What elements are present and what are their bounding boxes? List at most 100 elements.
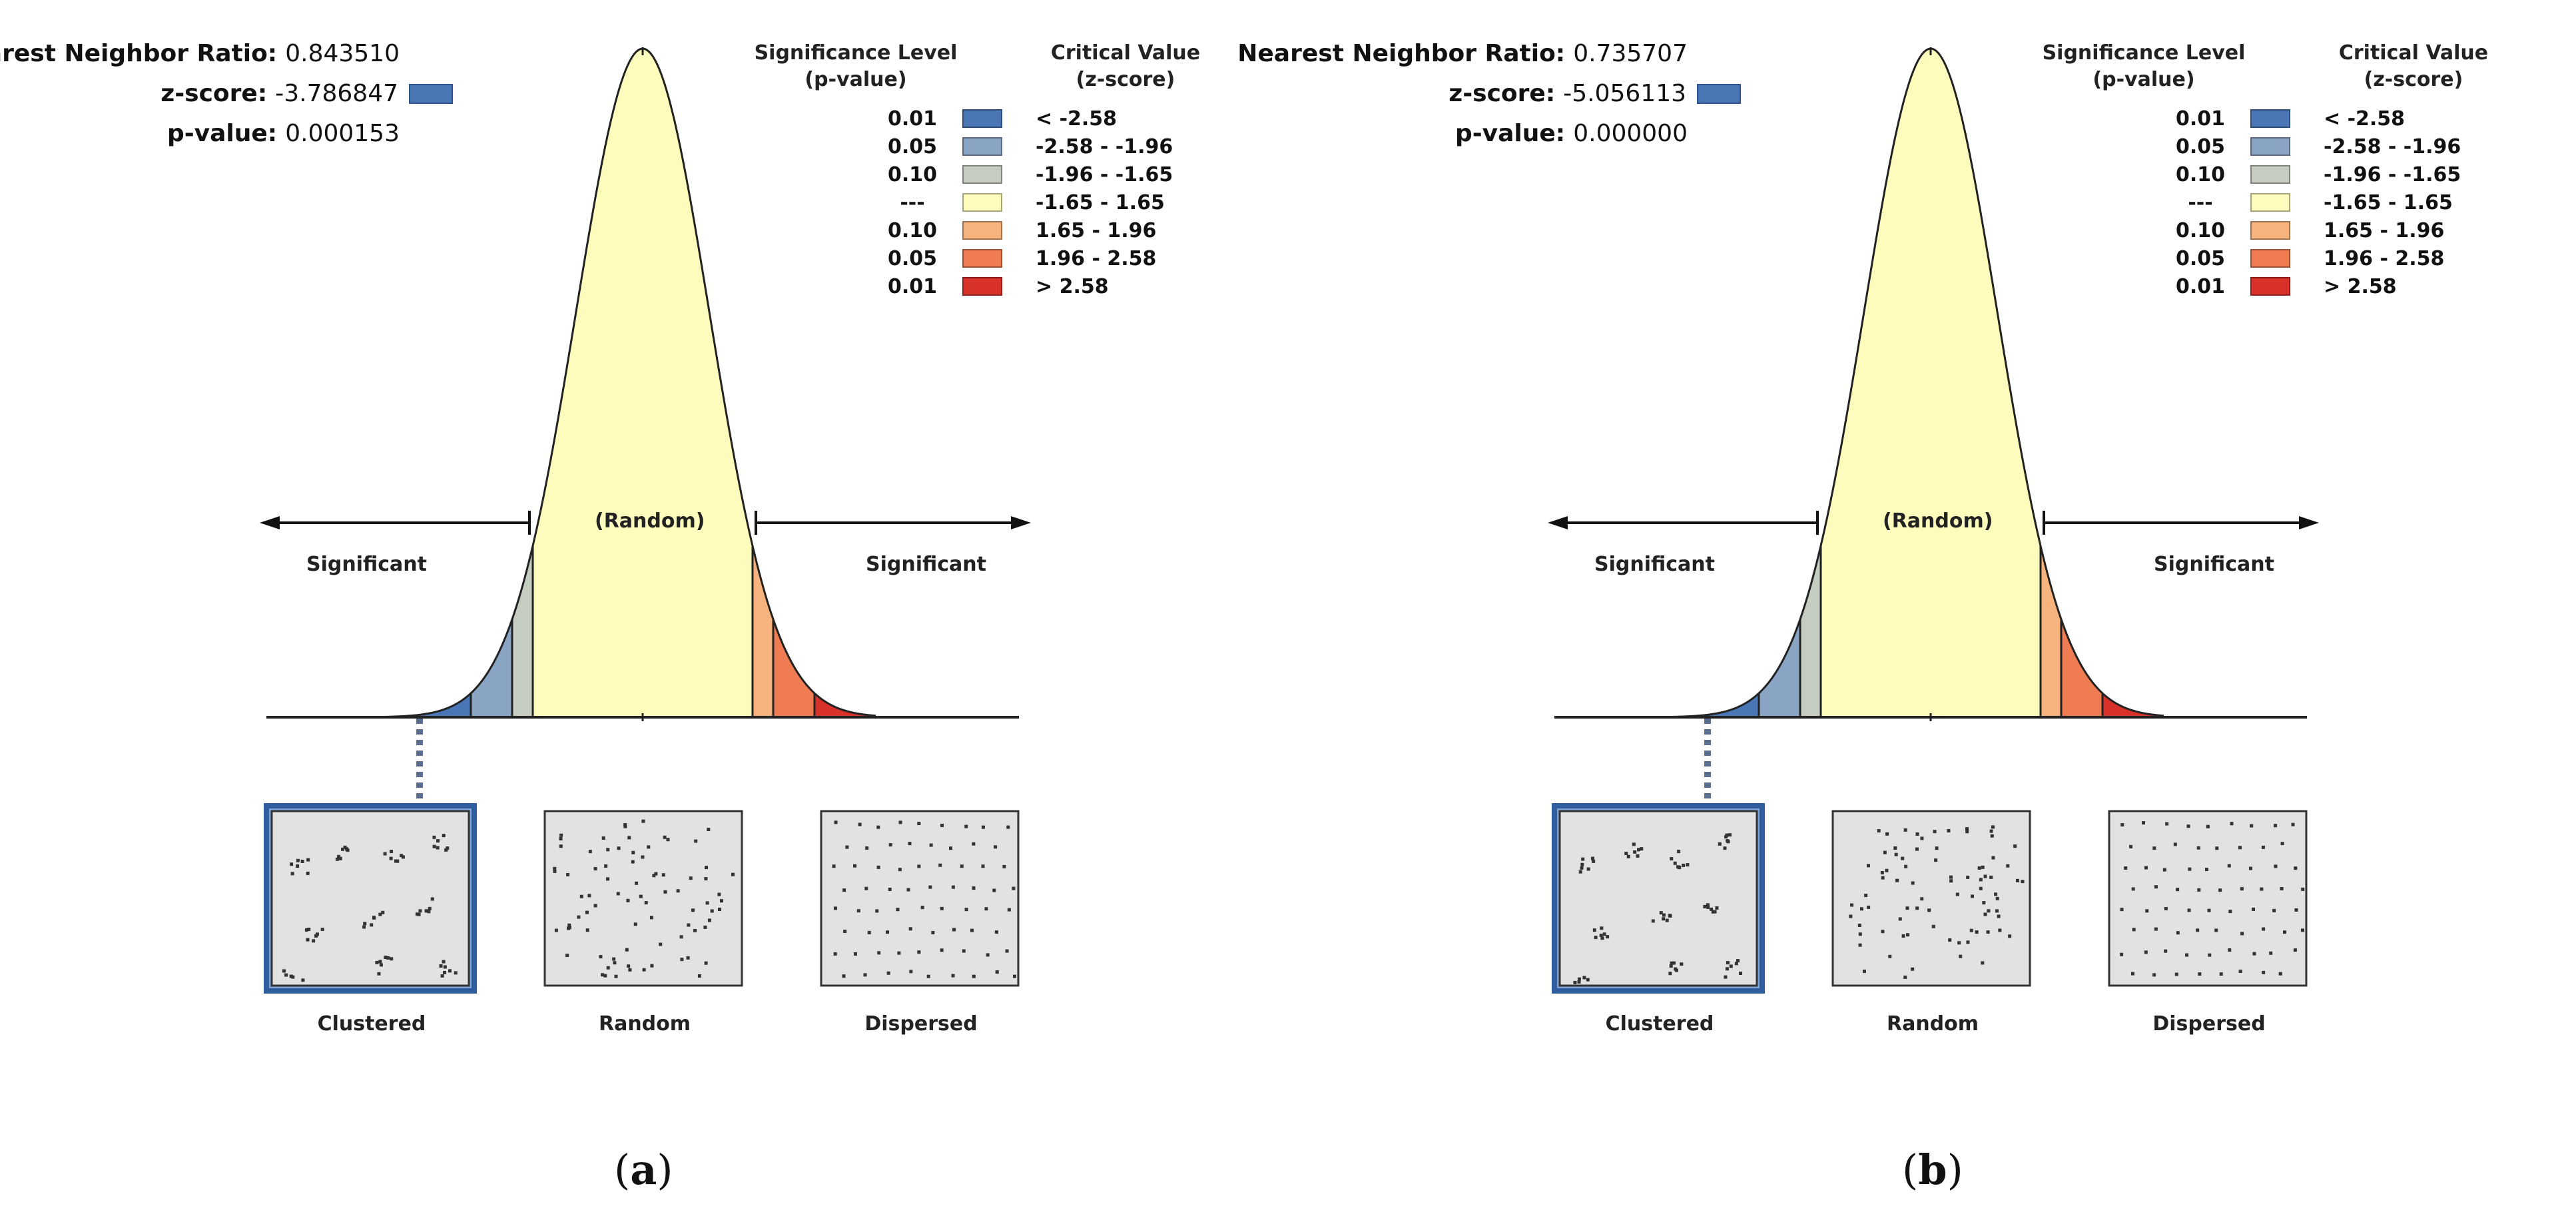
- p-value-label: p-value:: [166, 120, 278, 147]
- nnr-row: Nearest Neighbor Ratio: 0.735707: [1237, 40, 1741, 67]
- dispersed-box: [2108, 810, 2308, 987]
- legend-p-value: ---: [2188, 190, 2213, 214]
- p-value-row: p-value: 0.000153: [167, 120, 453, 147]
- p-value-value: 0.000153: [285, 120, 400, 147]
- legend-z-range: 1.96 - 2.58: [2324, 246, 2445, 270]
- legend-z-range: > 2.58: [1036, 274, 1109, 298]
- legend-z-range: -1.96 - -1.65: [1036, 162, 1173, 186]
- legend-swatch: [2250, 221, 2290, 240]
- nnr-label: Nearest Neighbor Ratio:: [1237, 40, 1566, 67]
- legend-z-range: 1.65 - 1.96: [2324, 218, 2445, 242]
- random-pattern-label: Random: [1886, 1012, 1979, 1036]
- legend-crit-header: Critical Value (z-score): [2338, 41, 2489, 91]
- legend-swatch: [962, 249, 1002, 268]
- legend-row: 0.05 1.96 - 2.58: [869, 244, 1156, 272]
- legend-row: 0.01 < -2.58: [2157, 105, 2405, 133]
- legend-swatch: [2250, 277, 2290, 296]
- legend-row: --- -1.65 - 1.65: [2157, 188, 2453, 216]
- significant-right-label: Significant: [2154, 553, 2274, 576]
- legend-swatch: [962, 109, 1002, 128]
- z-score-label: z-score:: [161, 80, 268, 107]
- legend-p-value: 0.05: [2175, 135, 2226, 158]
- legend-z-range: -1.96 - -1.65: [2324, 162, 2461, 186]
- curve-outline: [379, 47, 876, 719]
- legend-z-range: 1.65 - 1.96: [1036, 218, 1157, 242]
- band-0: [380, 693, 471, 717]
- legend-p-value: 0.01: [887, 107, 938, 131]
- band-0: [1668, 693, 1759, 717]
- random-label: (Random): [1883, 509, 1993, 533]
- legend-z-range: < -2.58: [2324, 107, 2406, 131]
- z-score-row: z-score: -5.056113: [1449, 80, 1741, 107]
- legend-z-range: -1.65 - 1.65: [1036, 190, 1165, 214]
- legend-swatch: [2250, 165, 2290, 184]
- band-2: [512, 545, 533, 717]
- curve-outline: [1667, 47, 2164, 719]
- z-score-swatch: [409, 83, 453, 104]
- nnr-label: Nearest Neighbor Ratio:: [0, 40, 278, 67]
- legend-swatch: [962, 277, 1002, 296]
- distribution-chart: [260, 47, 1031, 994]
- legend-swatch: [2250, 137, 2290, 156]
- legend-row: 0.10 1.65 - 1.96: [869, 216, 1156, 244]
- clustered-label: Clustered: [1605, 1012, 1714, 1036]
- legend-p-value: 0.10: [887, 162, 938, 186]
- random-label: (Random): [595, 509, 705, 533]
- legend-swatch: [962, 193, 1002, 212]
- legend-p-value: 0.05: [887, 246, 938, 270]
- nnr-row: Nearest Neighbor Ratio: 0.843510: [0, 40, 453, 67]
- stats-block: Nearest Neighbor Ratio: 0.843510 z-score…: [0, 27, 453, 160]
- legend-swatch: [962, 165, 1002, 184]
- caption: (b): [1902, 1145, 1963, 1194]
- legend-swatch: [2250, 193, 2290, 212]
- p-value-label: p-value:: [1454, 120, 1566, 147]
- significant-right-label: Significant: [866, 553, 986, 576]
- p-value-value: 0.000000: [1573, 120, 1688, 147]
- legend-p-value: 0.01: [887, 274, 938, 298]
- legend-p-value: 0.10: [887, 218, 938, 242]
- legend-z-range: -2.58 - -1.96: [2324, 135, 2461, 158]
- random-box: [543, 810, 743, 987]
- clustered-box: [1552, 803, 1765, 994]
- legend-row: 0.01 < -2.58: [869, 105, 1117, 133]
- legend-z-range: -2.58 - -1.96: [1036, 135, 1173, 158]
- stats-block: Nearest Neighbor Ratio: 0.735707 z-score…: [1237, 27, 1741, 160]
- legend-p-value: 0.05: [887, 135, 938, 158]
- legend-p-value: ---: [900, 190, 925, 214]
- nnr-value: 0.843510: [285, 40, 400, 67]
- legend-row: 0.10 -1.96 - -1.65: [869, 160, 1173, 188]
- arrow-right-head: [2299, 516, 2319, 529]
- legend-row: 0.01 > 2.58: [869, 272, 1109, 300]
- legend-row: 0.05 1.96 - 2.58: [2157, 244, 2444, 272]
- z-score-value: -3.786847: [275, 80, 398, 107]
- legend-z-range: 1.96 - 2.58: [1036, 246, 1157, 270]
- z-score-value: -5.056113: [1563, 80, 1686, 107]
- clustered-label: Clustered: [317, 1012, 426, 1036]
- band-3: [1821, 49, 2041, 717]
- panel-a: Nearest Neighbor Ratio: 0.843510 z-score…: [0, 27, 1201, 1194]
- z-score-row: z-score: -3.786847: [161, 80, 453, 107]
- p-value-row: p-value: 0.000000: [1455, 120, 1741, 147]
- significant-left-label: Significant: [1594, 553, 1715, 576]
- legend-row: --- -1.65 - 1.65: [869, 188, 1165, 216]
- panel-b: Nearest Neighbor Ratio: 0.735707 z-score…: [1237, 0, 2576, 1232]
- dispersed-box: [820, 810, 1020, 987]
- significant-left-label: Significant: [306, 553, 427, 576]
- band-2: [1800, 545, 1821, 717]
- legend-sig-header: Significance Level (p-value): [754, 41, 958, 91]
- legend-p-value: 0.01: [2175, 274, 2226, 298]
- legend-p-value: 0.01: [2175, 107, 2226, 131]
- z-score-swatch: [1697, 83, 1741, 104]
- legend-p-value: 0.10: [2175, 218, 2226, 242]
- nnr-value: 0.735707: [1573, 40, 1688, 67]
- arrow-left-head: [260, 516, 280, 529]
- band-6: [2102, 693, 2164, 717]
- band-6: [814, 693, 876, 717]
- legend-crit-header: Critical Value (z-score): [1050, 41, 1201, 91]
- distribution-chart: [1548, 47, 2319, 994]
- legend-swatch: [962, 137, 1002, 156]
- legend-row: 0.01 > 2.58: [2157, 272, 2397, 300]
- legend-swatch: [2250, 109, 2290, 128]
- band-4: [753, 545, 773, 717]
- band-3: [533, 49, 753, 717]
